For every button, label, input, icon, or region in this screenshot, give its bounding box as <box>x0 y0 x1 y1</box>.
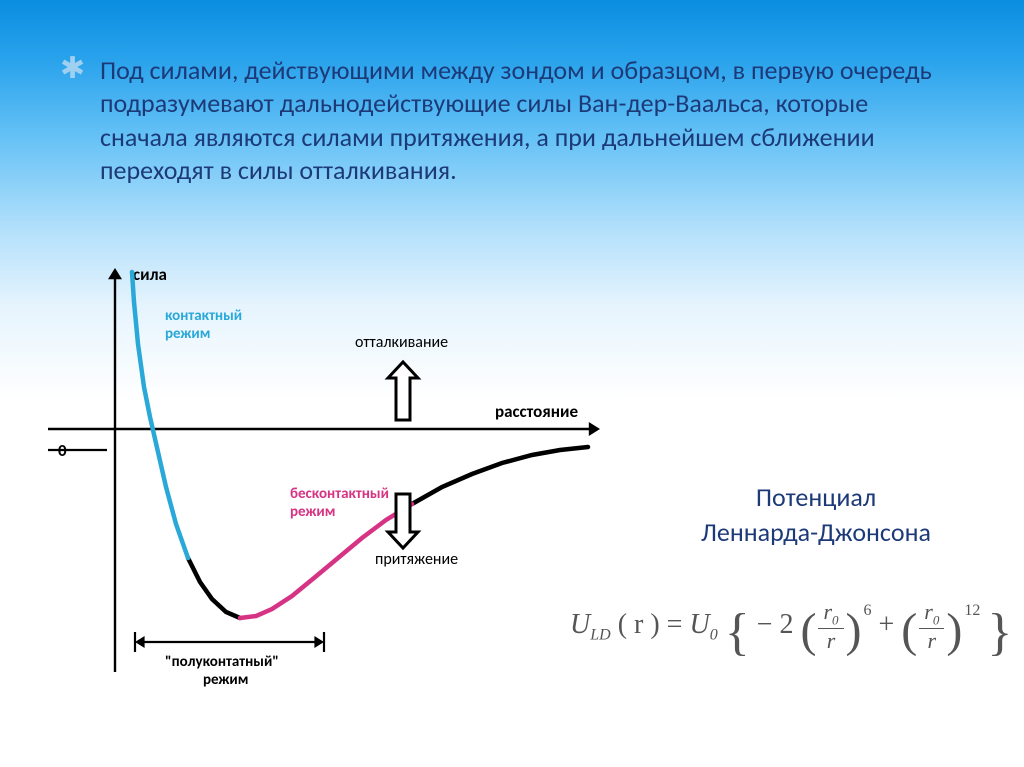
formula-title-2: Леннарда-Джонсона <box>701 516 931 548</box>
fm-m2: − 2 <box>757 609 794 640</box>
fm-U: U <box>570 609 590 640</box>
svg-text:режим: режим <box>165 325 210 343</box>
lennard-jones-plot: силарасстояние0контактныйрежимотталкиван… <box>40 262 620 702</box>
intro-text: Под силами, действующими между зондом и … <box>100 54 950 187</box>
slide-bg: ✱ Под силами, действующими между зондом … <box>0 0 1024 767</box>
fm-plus: + <box>878 609 901 640</box>
fm-U0: U <box>689 609 709 640</box>
svg-text:контактный: контактный <box>165 307 242 325</box>
svg-text:бесконтактный: бесконтактный <box>290 485 389 503</box>
fm-arg: ( r ) = <box>618 609 683 640</box>
svg-text:режим: режим <box>290 503 335 521</box>
svg-text:сила: сила <box>133 264 167 285</box>
svg-text:притяжение: притяжение <box>375 550 458 569</box>
fm-LD: LD <box>590 626 610 643</box>
formula-title-1: Потенциал <box>756 481 876 513</box>
svg-text:"полуконтатный": "полуконтатный" <box>165 653 279 671</box>
formula-title: Потенциал Леннарда-Джонсона <box>636 480 996 550</box>
bullet-icon: ✱ <box>60 54 85 84</box>
fm-0: 0 <box>710 626 718 643</box>
svg-text:режим: режим <box>203 671 248 689</box>
svg-text:отталкивание: отталкивание <box>355 333 448 352</box>
fm-p12: 12 <box>964 602 980 619</box>
formula-body: ULD ( r ) = U0 { − 2 ( r0 r )6 + ( r0 r … <box>570 600 1000 653</box>
svg-text:расстояние: расстояние <box>495 401 578 422</box>
fm-p6: 6 <box>863 602 871 619</box>
